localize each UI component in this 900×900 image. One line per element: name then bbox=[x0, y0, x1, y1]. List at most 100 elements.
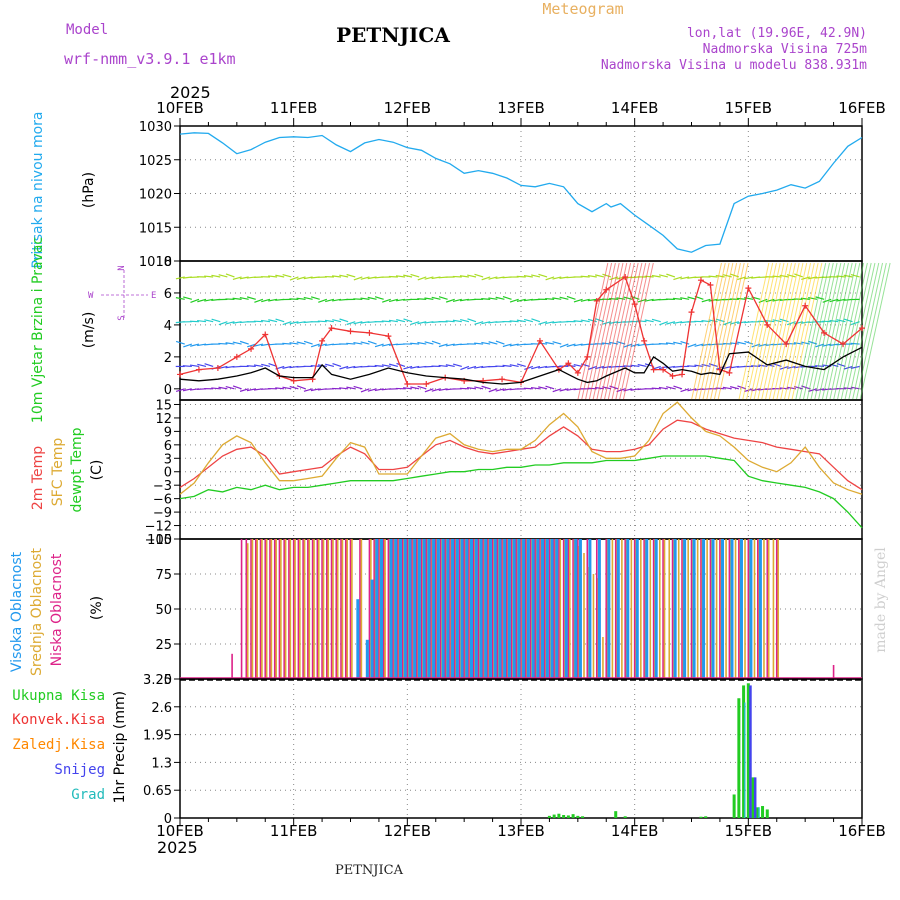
wind-direction-arrow bbox=[403, 318, 413, 323]
wind-direction-arrow bbox=[758, 364, 768, 368]
cloud-bar bbox=[772, 539, 775, 679]
wind-direction-arrow bbox=[843, 274, 853, 278]
cloud-bar bbox=[349, 539, 352, 679]
wind-direction-arrow bbox=[225, 321, 235, 325]
wind-direction-arrow bbox=[324, 319, 335, 323]
wind-gust-marker bbox=[707, 281, 714, 288]
wind-direction-arrow bbox=[452, 319, 462, 323]
cloud-bar bbox=[427, 539, 431, 679]
cloud-bar bbox=[564, 539, 568, 679]
wind-direction-arrow bbox=[275, 274, 285, 278]
cloud-bar bbox=[498, 539, 502, 679]
cloud-bar bbox=[559, 539, 562, 679]
compass-n: N bbox=[117, 265, 127, 270]
cloud-ytick-label: 75 bbox=[155, 568, 172, 583]
cloud-bar bbox=[654, 539, 658, 679]
cloud-bar bbox=[434, 539, 437, 679]
cloud-bar bbox=[378, 539, 380, 679]
wind-direction-arrow bbox=[523, 387, 533, 390]
wind-direction-arrow bbox=[190, 298, 200, 303]
precip-ytick-label: 1.3 bbox=[151, 756, 172, 771]
wind-direction-arrow bbox=[822, 298, 832, 303]
cloud-bar bbox=[541, 539, 545, 679]
model-name: wrf-nmm_v3.9.1 e1km bbox=[64, 50, 236, 68]
cloud-bar bbox=[322, 539, 325, 679]
wind-direction-arrow bbox=[566, 343, 576, 348]
cloud-bar bbox=[550, 539, 554, 679]
cloud-bar bbox=[757, 539, 759, 679]
cloud-bar bbox=[289, 539, 292, 679]
wind-direction-arrow bbox=[296, 341, 306, 345]
wind-burst-arrow bbox=[764, 262, 796, 401]
temperature-ytick-label: −6 bbox=[153, 493, 172, 508]
year-bottom: 2025 bbox=[157, 838, 198, 857]
wind-gust-marker bbox=[233, 353, 240, 360]
wind-direction-arrow bbox=[502, 364, 512, 368]
cloud-bar bbox=[365, 639, 369, 679]
pressure-ytick-label: 1020 bbox=[139, 188, 172, 203]
wind-burst-arrow bbox=[844, 262, 876, 401]
cloud-bar bbox=[753, 539, 756, 679]
wind-gust-marker bbox=[584, 353, 591, 360]
wind-direction-arrow bbox=[644, 298, 654, 302]
compass-w: W bbox=[88, 291, 94, 301]
wind-burst-arrow bbox=[798, 262, 830, 401]
wind-direction-arrow bbox=[332, 275, 342, 278]
wind-gust-marker bbox=[603, 286, 610, 293]
wind-direction-arrow bbox=[467, 387, 477, 390]
wind-direction-arrow bbox=[424, 341, 434, 345]
wind-direction-arrow bbox=[410, 342, 420, 345]
wind-direction-arrow bbox=[403, 387, 413, 390]
cloud-bar bbox=[441, 539, 445, 679]
wind-gust-marker bbox=[248, 345, 255, 352]
wind-direction-arrow bbox=[346, 273, 356, 278]
wind-direction-arrow bbox=[538, 365, 548, 369]
cloud-bar bbox=[284, 539, 287, 679]
precip-bar bbox=[742, 685, 746, 818]
wind-direction-arrow bbox=[573, 343, 583, 347]
wind-direction-arrow bbox=[815, 365, 825, 368]
cloud-bar bbox=[359, 539, 361, 679]
wind-direction-arrow bbox=[580, 298, 590, 302]
time-tick-label-bottom: 10FEB bbox=[156, 822, 203, 840]
wind-burst-arrow bbox=[768, 262, 800, 401]
wind-direction-arrow bbox=[268, 298, 278, 302]
wind-direction-arrow bbox=[659, 321, 669, 326]
wind-direction-arrow bbox=[239, 388, 249, 392]
wind-direction-arrow bbox=[374, 296, 384, 300]
cloud-bar bbox=[744, 539, 746, 679]
cloud-bar bbox=[240, 539, 243, 679]
cloud-bar bbox=[302, 539, 304, 679]
wind-direction-arrow bbox=[829, 319, 839, 323]
wind-direction-arrow bbox=[395, 275, 406, 278]
precip-bar bbox=[761, 806, 765, 818]
wind-direction-arrow bbox=[481, 321, 491, 325]
cloud-bar bbox=[539, 539, 541, 679]
cloud-bar bbox=[501, 539, 503, 679]
wind-gust-marker bbox=[328, 325, 335, 332]
wind-direction-arrow bbox=[232, 276, 242, 281]
wind-gust-marker bbox=[195, 366, 202, 373]
wind-direction-arrow bbox=[296, 276, 306, 280]
wind-direction-arrow bbox=[637, 363, 647, 368]
time-axis: 10FEB 10FEB 11FEB 11FEB 12FEB 12FEB 13FEB 13FEB… bbox=[156, 99, 885, 840]
pressure-ytick-label: 1030 bbox=[139, 120, 172, 135]
wind-direction-arrow bbox=[410, 321, 420, 325]
wind-direction-arrow bbox=[822, 320, 832, 323]
wind-gust-marker bbox=[262, 331, 269, 338]
cloud-bar bbox=[303, 539, 306, 679]
wind-direction-arrow bbox=[673, 321, 683, 325]
wind-direction-arrow bbox=[389, 363, 399, 368]
wind-direction-arrow bbox=[651, 274, 661, 278]
wind-direction-arrow bbox=[218, 321, 228, 326]
wind-direction-arrow bbox=[673, 297, 683, 300]
wind-gust-marker bbox=[821, 329, 828, 336]
cloud-bar bbox=[317, 539, 320, 679]
wind-direction-arrow bbox=[552, 297, 562, 300]
wind-direction-arrow bbox=[516, 275, 526, 278]
temp-label-2m: 2m Temp bbox=[30, 446, 46, 510]
wind-direction-arrow bbox=[445, 298, 455, 303]
cloud-bar bbox=[261, 539, 263, 679]
wind-direction-arrow bbox=[374, 343, 384, 348]
